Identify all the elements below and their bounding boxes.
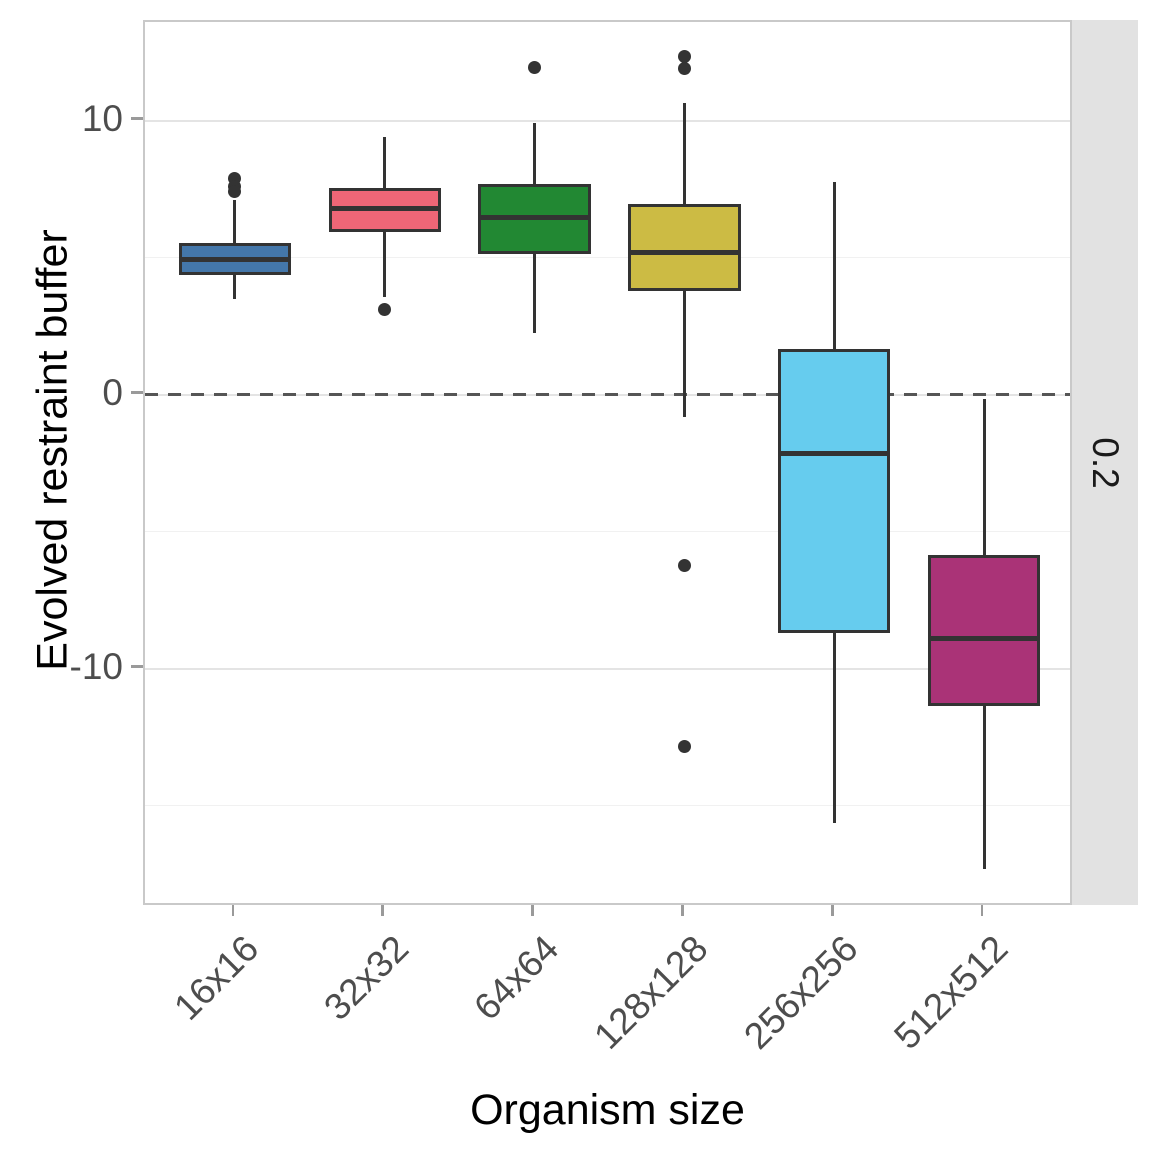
- x-tick-label-64x64: 64x64: [465, 927, 567, 1028]
- y-axis-title: Evolved restraint buffer: [28, 229, 77, 671]
- y-tick-mark: [131, 665, 143, 668]
- plot-panel: [143, 20, 1072, 905]
- box-256x256: [778, 349, 891, 633]
- median-128x128: [628, 249, 741, 255]
- box-128x128: [628, 204, 741, 291]
- x-tick-label-256x256: 256x256: [736, 927, 866, 1057]
- x-tick-mark: [231, 905, 235, 916]
- y-tick-mark: [131, 391, 143, 394]
- outlier-dot-128x128: [677, 49, 691, 63]
- outlier-dot-16x16: [228, 185, 242, 199]
- x-tick-mark: [381, 905, 384, 916]
- outlier-dot-128x128: [677, 559, 691, 573]
- x-tick-label-32x32: 32x32: [316, 927, 417, 1028]
- y-tick-label--10: -10: [69, 645, 123, 687]
- gridline-minor: [145, 805, 1070, 807]
- x-tick-label-512x512: 512x512: [886, 927, 1016, 1057]
- median-64x64: [478, 215, 591, 221]
- x-tick-label-16x16: 16x16: [166, 927, 267, 1028]
- box-512x512: [927, 554, 1041, 706]
- y-tick-mark: [131, 117, 143, 120]
- median-256x256: [778, 451, 891, 457]
- outlier-dot-32x32: [378, 303, 392, 317]
- facet-strip: 0.2: [1072, 20, 1138, 905]
- outlier-dot-64x64: [528, 60, 542, 74]
- gridline-major: [145, 119, 1070, 122]
- outlier-dot-128x128: [677, 62, 691, 76]
- x-tick-mark: [831, 905, 834, 916]
- y-tick-label-10: 10: [81, 97, 123, 139]
- median-512x512: [927, 635, 1041, 641]
- x-tick-mark: [531, 905, 534, 916]
- y-tick-label-0: 0: [102, 371, 123, 413]
- x-tick-mark: [681, 905, 684, 916]
- gridline-minor: [145, 257, 1070, 259]
- outlier-dot-128x128: [677, 740, 691, 754]
- gridline-major: [145, 667, 1070, 670]
- gridline-minor: [145, 531, 1070, 533]
- x-axis-title: Organism size: [470, 1086, 745, 1134]
- median-16x16: [178, 256, 292, 262]
- x-tick-mark: [980, 905, 984, 916]
- facet-strip-label: 0.2: [1085, 436, 1126, 489]
- median-32x32: [328, 205, 441, 211]
- zero-reference-line: [145, 393, 1070, 397]
- x-tick-label-128x128: 128x128: [586, 927, 716, 1057]
